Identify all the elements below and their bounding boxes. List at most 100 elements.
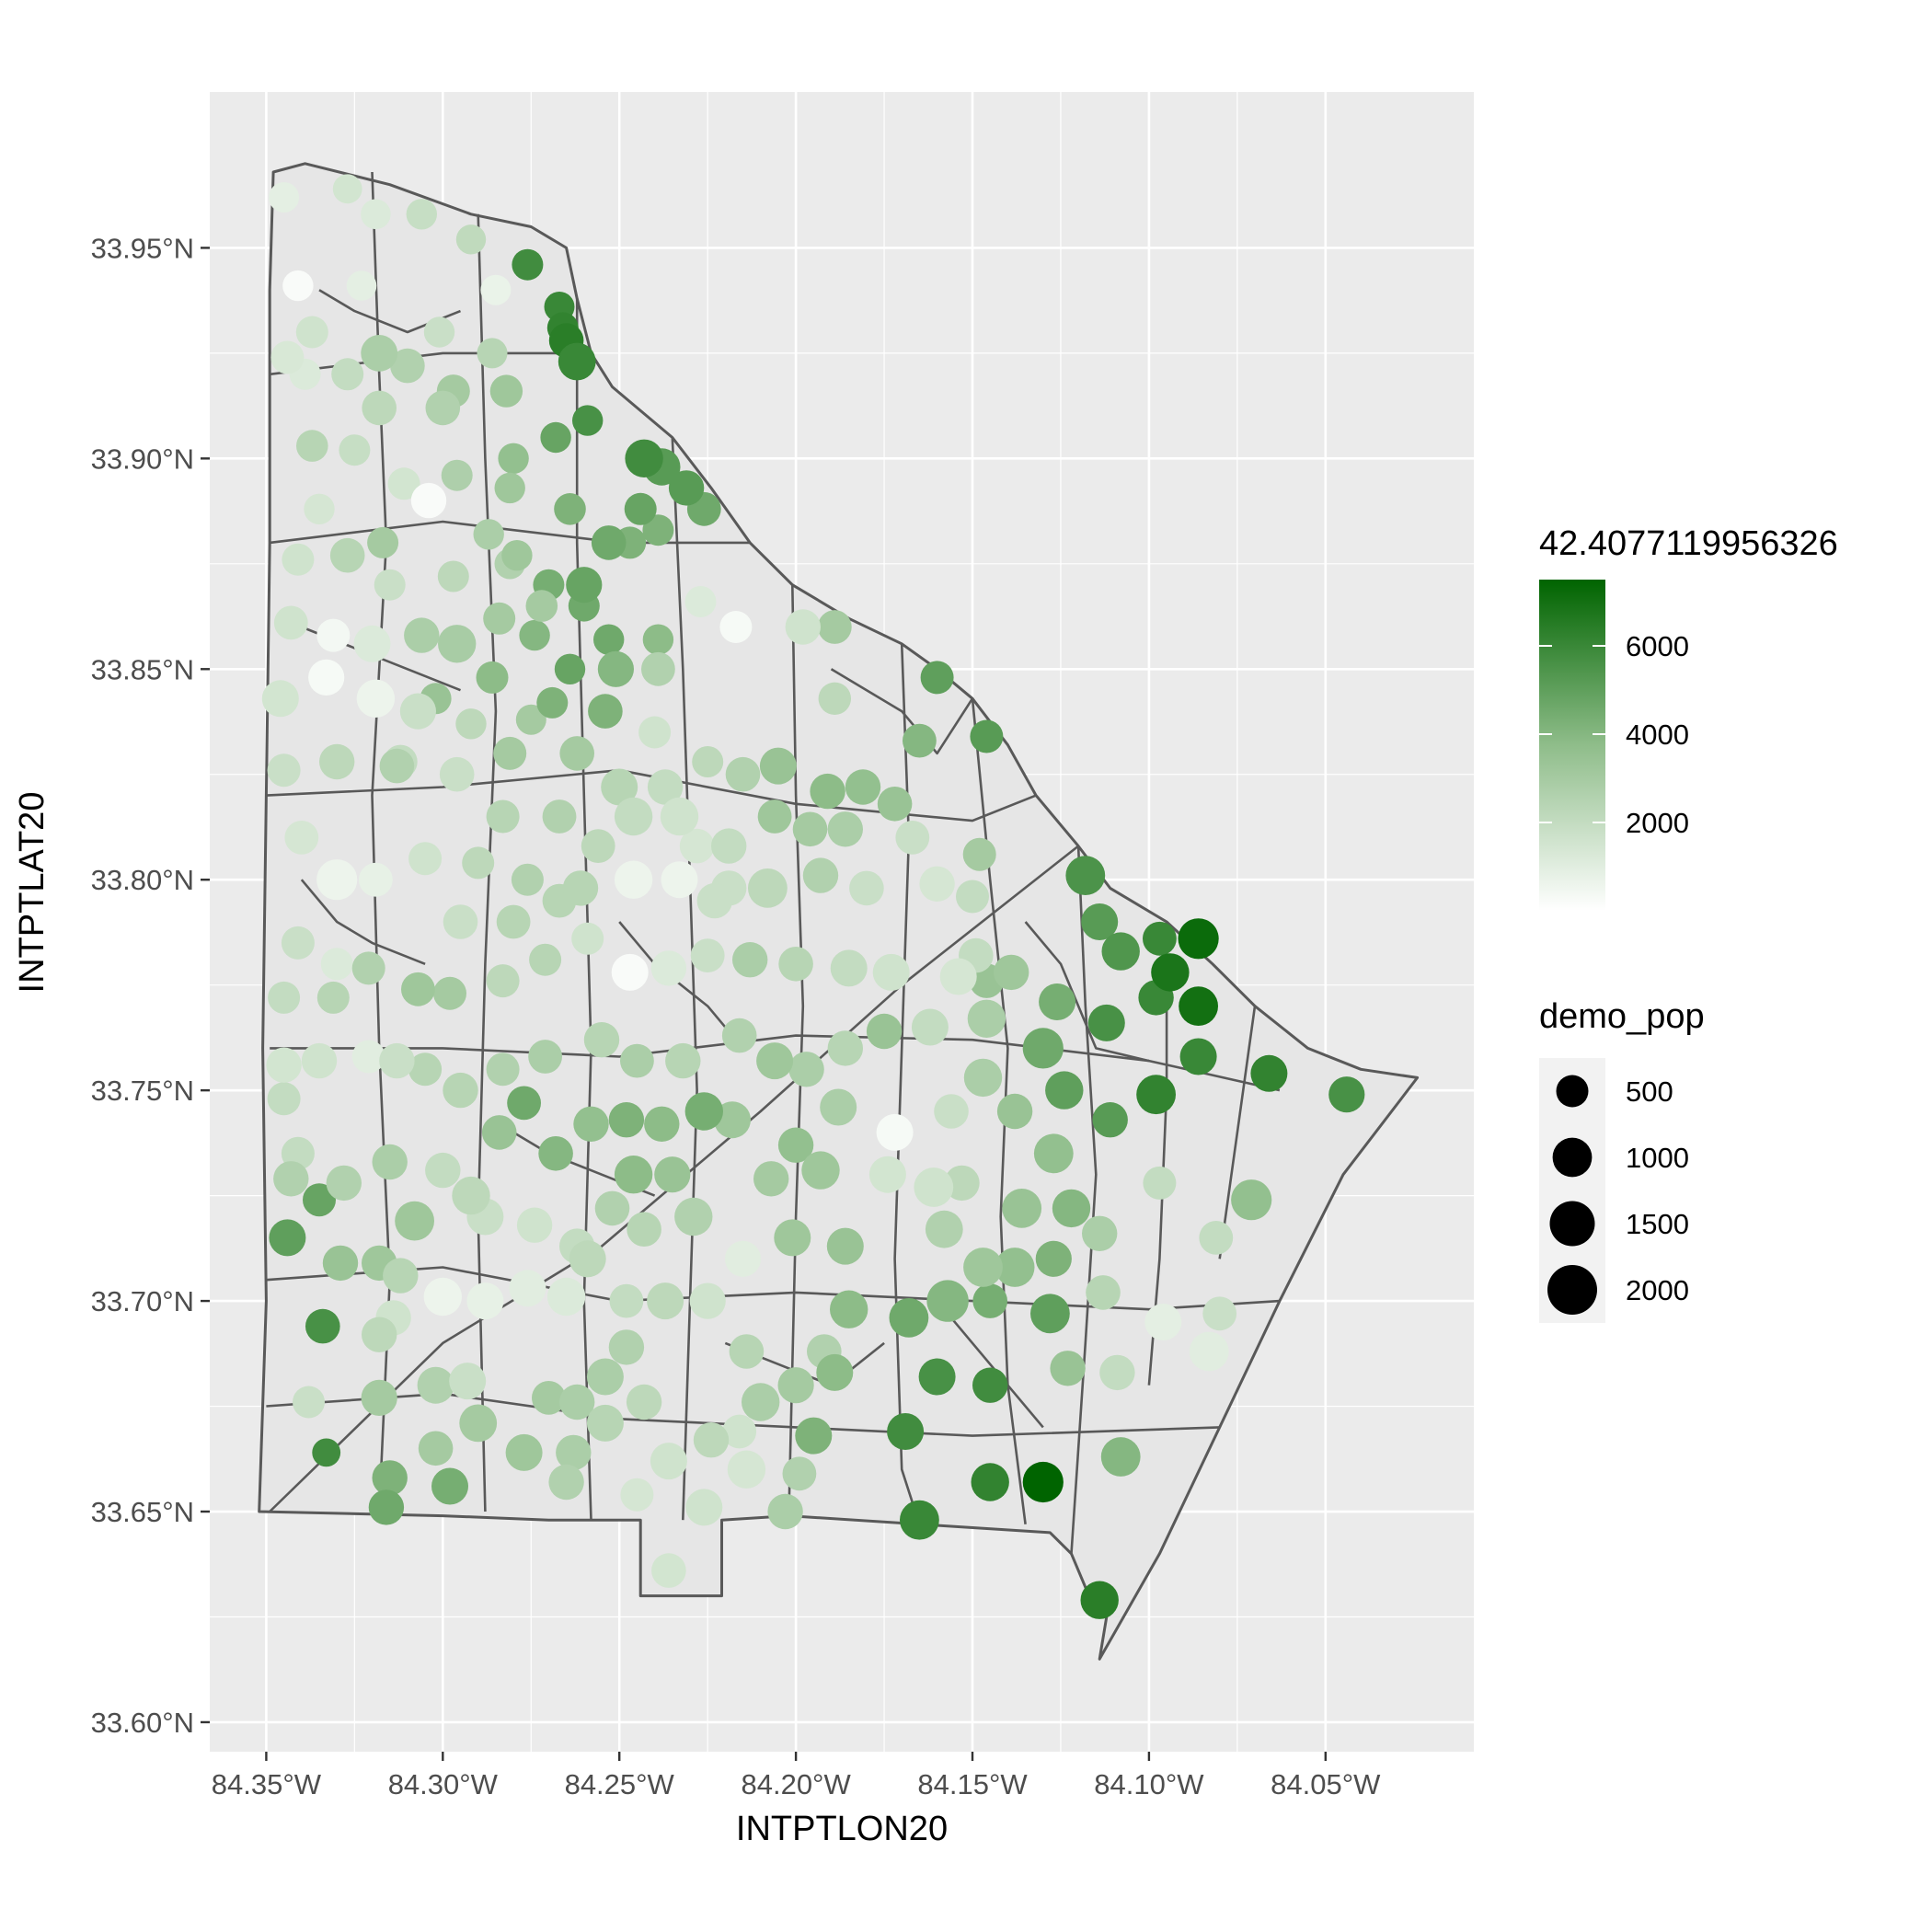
tract-point xyxy=(1199,1221,1234,1255)
tract-point xyxy=(642,624,674,655)
tract-point xyxy=(1045,1071,1084,1110)
tract-point xyxy=(573,1106,609,1143)
tract-point xyxy=(756,1042,794,1080)
tract-point xyxy=(408,842,443,876)
tract-point xyxy=(684,1092,723,1131)
tract-point xyxy=(830,949,868,987)
tract-point xyxy=(322,1245,359,1282)
tract-point xyxy=(362,1317,397,1352)
tract-point xyxy=(877,787,913,822)
tract-point xyxy=(439,756,475,792)
tract-point xyxy=(788,1052,824,1087)
county-outline xyxy=(258,162,1420,1661)
tract-boundary xyxy=(788,584,805,1516)
tract-point xyxy=(1080,1581,1119,1619)
y-axis-title: INTPTLAT20 xyxy=(13,792,52,994)
tract-point xyxy=(404,617,440,653)
tract-point xyxy=(408,1052,443,1087)
tract-point xyxy=(507,1086,541,1121)
tract-point xyxy=(692,746,724,777)
tract-point xyxy=(926,1280,969,1322)
tract-point xyxy=(817,610,852,644)
tract-point xyxy=(356,679,396,718)
tract-point xyxy=(785,609,821,645)
tract-point xyxy=(727,1450,766,1489)
size-legend-key xyxy=(1547,1265,1597,1315)
tract-point xyxy=(477,338,508,369)
tract-point xyxy=(900,1500,939,1540)
tract-point xyxy=(925,1210,963,1248)
tract-point xyxy=(1178,918,1219,960)
tract-point xyxy=(620,1478,654,1512)
tract-point xyxy=(316,981,350,1014)
tract-point xyxy=(569,1240,606,1278)
tract-point xyxy=(301,1042,338,1079)
tract-point xyxy=(489,374,523,408)
tract-point xyxy=(305,1308,340,1344)
tract-boundaries xyxy=(258,162,1420,1661)
tract-point xyxy=(939,958,977,995)
tract-point xyxy=(459,1404,498,1443)
tract-point xyxy=(944,1165,980,1202)
tract-point xyxy=(795,1417,833,1455)
x-axis-title: INTPTLON20 xyxy=(736,1810,948,1848)
tract-point xyxy=(268,981,301,1014)
tract-point xyxy=(455,224,487,255)
tract-boundary xyxy=(1218,1006,1257,1259)
tract-point xyxy=(383,1258,419,1294)
tract-point xyxy=(1052,1189,1091,1228)
tract-point xyxy=(554,493,586,525)
tract-point xyxy=(963,1248,1003,1287)
x-tick-label: 84.25°W xyxy=(565,1768,675,1800)
tract-point xyxy=(512,248,544,281)
color-legend-label: 6000 xyxy=(1626,630,1689,662)
tract-point xyxy=(1022,1461,1064,1503)
tract-point xyxy=(455,708,487,740)
tract-points xyxy=(261,174,1365,1619)
tract-point xyxy=(719,611,753,643)
tract-point xyxy=(777,1367,814,1404)
tract-point xyxy=(1039,983,1076,1020)
tract-point xyxy=(540,421,571,454)
tract-point xyxy=(1151,953,1190,992)
color-legend-label: 4000 xyxy=(1626,719,1689,751)
tract-point xyxy=(689,1282,726,1319)
color-legend-title: 42.4077119956326 xyxy=(1539,524,1838,563)
tract-point xyxy=(972,1283,1007,1318)
tract-boundary xyxy=(1024,921,1150,1063)
size-legend-label: 2000 xyxy=(1626,1274,1689,1306)
tract-point xyxy=(608,1102,645,1138)
tract-point xyxy=(586,1358,624,1396)
tract-point xyxy=(267,1082,301,1116)
tract-point xyxy=(361,199,391,230)
tract-point xyxy=(267,753,301,788)
tract-point xyxy=(816,1353,854,1391)
tract-point xyxy=(650,950,687,986)
tract-point xyxy=(556,1434,592,1471)
tract-point xyxy=(759,747,797,785)
tract-point xyxy=(273,605,308,640)
tract-point xyxy=(1035,1240,1072,1277)
size-legend-key xyxy=(1549,1201,1595,1247)
tract-point xyxy=(496,904,531,939)
tract-point xyxy=(498,443,529,474)
tract-point xyxy=(810,773,845,810)
x-tick-label: 84.10°W xyxy=(1094,1768,1204,1800)
tract-point xyxy=(266,1047,302,1083)
tract-point xyxy=(647,769,684,805)
tract-point xyxy=(1022,1028,1064,1069)
tract-point xyxy=(559,1384,595,1420)
tract-point xyxy=(918,1358,956,1396)
tract-point xyxy=(423,1277,462,1317)
tract-point xyxy=(316,618,351,652)
tract-point xyxy=(483,602,516,635)
x-tick-label: 84.05°W xyxy=(1271,1768,1381,1800)
tract-point xyxy=(1179,986,1218,1026)
tract-point xyxy=(624,492,657,525)
tract-point xyxy=(1136,1075,1176,1115)
tract-point xyxy=(996,1093,1033,1130)
tract-point xyxy=(399,693,436,730)
tract-point xyxy=(303,1183,336,1217)
tract-point xyxy=(466,1282,504,1320)
tract-point xyxy=(620,1043,654,1078)
